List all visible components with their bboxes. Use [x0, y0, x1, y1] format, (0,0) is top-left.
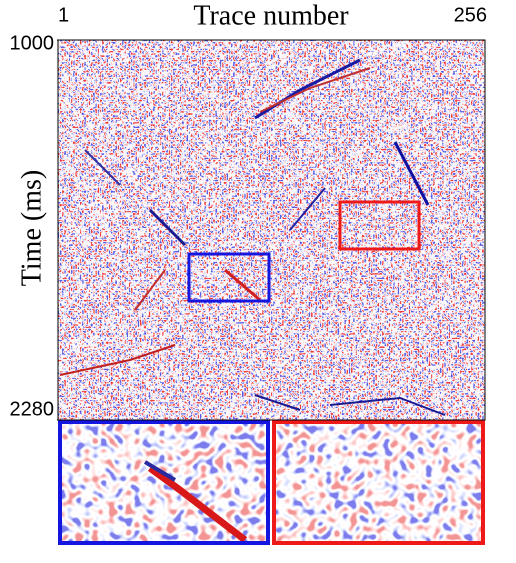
- event: [148, 208, 187, 247]
- inset-frame: [272, 420, 485, 545]
- event: [224, 268, 261, 302]
- events: [59, 58, 446, 416]
- zoom-box: [338, 200, 421, 251]
- event: [147, 465, 248, 543]
- zoom-box: [187, 252, 271, 303]
- x-tick-label: 256: [454, 4, 487, 26]
- event: [254, 58, 361, 120]
- event: [254, 394, 446, 416]
- event: [289, 187, 326, 231]
- y-axis-label: Time (ms): [16, 170, 47, 286]
- seismic-image: [58, 40, 485, 420]
- event: [143, 460, 177, 482]
- event: [59, 344, 176, 376]
- inset-frame: [58, 420, 270, 545]
- event: [393, 141, 430, 206]
- plot-frame: [57, 39, 486, 421]
- event: [84, 149, 121, 186]
- event: [259, 67, 371, 113]
- inset-image: [274, 422, 483, 543]
- y-tick-label: 2280: [10, 398, 55, 420]
- y-tick-label: 1000: [10, 32, 55, 54]
- event: [134, 269, 166, 311]
- chart-title: Trace number: [193, 0, 349, 31]
- x-tick-label: 1: [58, 4, 69, 26]
